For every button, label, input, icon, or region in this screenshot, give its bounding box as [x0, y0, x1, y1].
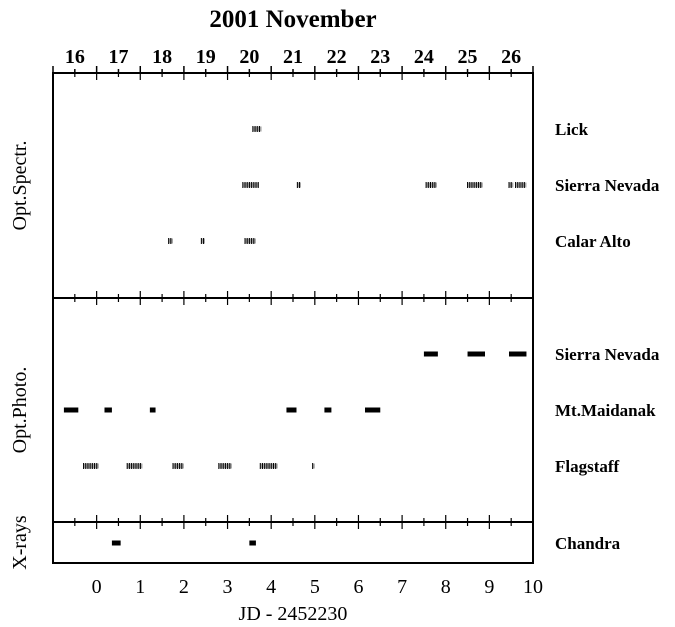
- observation-ticks: [242, 182, 259, 188]
- observation-ticks: [126, 463, 143, 469]
- observation-ticks: [168, 238, 173, 244]
- observation-ticks: [259, 463, 278, 469]
- observation-ticks: [218, 463, 232, 469]
- top-tick-label: 21: [283, 46, 303, 68]
- observation-bar: [149, 407, 156, 413]
- observation-ticks: [508, 182, 514, 188]
- observation-ticks: [244, 238, 256, 244]
- observation-bar: [249, 540, 256, 546]
- x-tick-label: 10: [523, 576, 543, 598]
- observation-bar: [104, 407, 112, 413]
- observation-tick-band: [245, 238, 256, 244]
- x-tick-label: 9: [484, 576, 494, 598]
- top-tick-label: 18: [152, 46, 172, 68]
- panel-label: Opt.Photo.: [9, 367, 31, 454]
- observation-bar: [324, 407, 332, 413]
- observation-bar: [365, 407, 381, 413]
- row-label: Lick: [555, 120, 589, 139]
- observation-bar: [63, 407, 79, 413]
- row-label: Mt.Maidanak: [555, 401, 656, 420]
- observation-bar: [111, 540, 121, 546]
- observation-bar: [286, 407, 297, 413]
- x-tick-label: 5: [310, 576, 320, 598]
- x-tick-label: 1: [135, 576, 145, 598]
- observation-ticks: [200, 238, 205, 244]
- top-tick-label: 25: [458, 46, 478, 68]
- x-tick-label: 0: [92, 576, 102, 598]
- x-tick-label: 6: [353, 576, 363, 598]
- x-tick-label: 8: [441, 576, 451, 598]
- labels: 16 17 18 19 20 21 22 23 24 25 260 1 2 3 4 5 6 7 8 9 10Opt.Sp…: [9, 46, 660, 598]
- top-tick-label: 20: [239, 46, 259, 68]
- top-tick-label: 22: [327, 46, 347, 68]
- observation-tick-band: [515, 182, 527, 188]
- panel-label: Opt.Spectr.: [9, 141, 31, 231]
- row-label: Chandra: [555, 534, 621, 553]
- observation-tick-band: [173, 463, 184, 469]
- observation-bar: [509, 351, 527, 357]
- top-tick-label: 16: [65, 46, 85, 68]
- observation-ticks: [312, 463, 315, 469]
- top-tick-label: 24: [414, 46, 434, 68]
- plot-frame: [52, 72, 534, 564]
- x-axis-label: JD - 2452230: [239, 603, 348, 625]
- x-tick-label: 4: [266, 576, 276, 598]
- observation-tick-band: [242, 182, 259, 188]
- row-label: Sierra Nevada: [555, 176, 660, 195]
- x-tick-label: 3: [223, 576, 233, 598]
- observation-tick-band: [127, 463, 143, 469]
- observation-ticks: [296, 182, 301, 188]
- axes: [52, 66, 534, 564]
- chart-title: 2001 November: [209, 6, 376, 33]
- observation-tick-band: [467, 182, 483, 188]
- observation-tick-band: [312, 463, 315, 469]
- observation-ticks: [425, 182, 437, 188]
- top-tick-label: 19: [196, 46, 216, 68]
- row-label: Sierra Nevada: [555, 345, 660, 364]
- observation-ticks: [515, 182, 527, 188]
- row-label: Flagstaff: [555, 457, 620, 476]
- x-tick-label: 2: [179, 576, 189, 598]
- observation-ticks: [172, 463, 184, 469]
- observation-ticks: [467, 182, 483, 188]
- observation-ticks: [252, 126, 262, 132]
- observation-bar: [467, 351, 485, 357]
- observation-tick-band: [426, 182, 437, 188]
- top-tick-label: 17: [108, 46, 128, 68]
- panel-label: X-rays: [9, 515, 31, 570]
- top-tick-label: 23: [370, 46, 390, 68]
- row-label: Calar Alto: [555, 232, 631, 251]
- x-tick-label: 7: [397, 576, 407, 598]
- observation-ticks: [83, 463, 99, 469]
- observation-marks: [63, 126, 527, 546]
- top-tick-label: 26: [501, 46, 521, 68]
- observation-bar: [423, 351, 438, 357]
- observation-tick-band: [83, 463, 99, 469]
